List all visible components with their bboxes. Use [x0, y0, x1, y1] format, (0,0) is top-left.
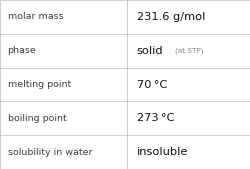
Text: phase: phase [8, 46, 36, 55]
Text: 231.6 g/mol: 231.6 g/mol [136, 12, 204, 22]
Text: molar mass: molar mass [8, 12, 63, 21]
Text: (at STP): (at STP) [174, 47, 203, 54]
Text: melting point: melting point [8, 80, 70, 89]
Text: 70 °C: 70 °C [136, 79, 166, 90]
Text: insoluble: insoluble [136, 147, 188, 157]
Text: 273 °C: 273 °C [136, 113, 173, 123]
Text: solubility in water: solubility in water [8, 148, 92, 157]
Text: solid: solid [136, 46, 163, 56]
Text: boiling point: boiling point [8, 114, 66, 123]
